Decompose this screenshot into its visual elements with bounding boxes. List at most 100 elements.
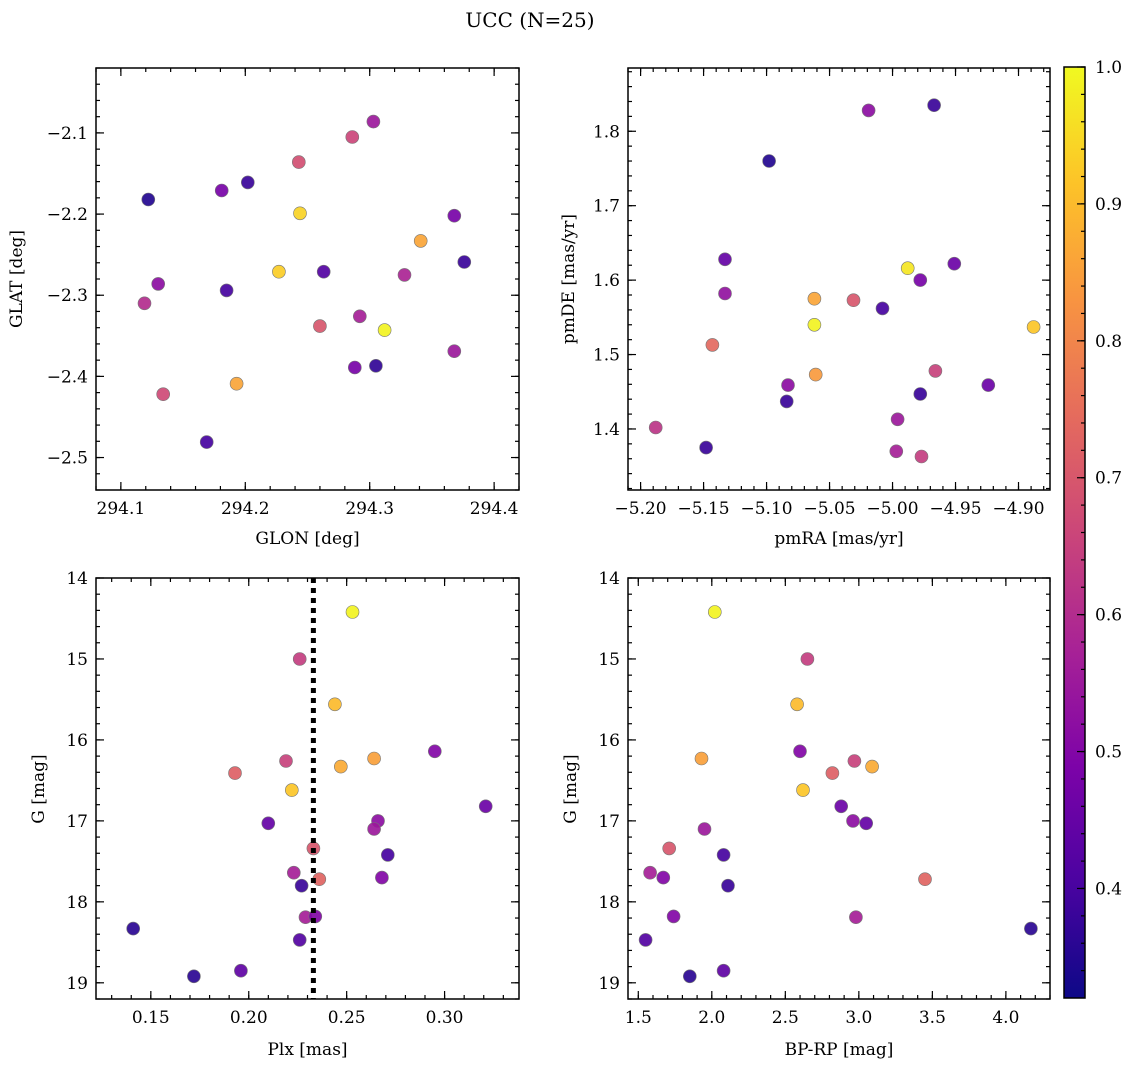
x-tick-label: 294.1 <box>97 499 146 519</box>
plot-frame <box>627 67 1051 491</box>
scatter-point <box>913 273 928 287</box>
x-tick-label: 0.15 <box>132 1008 170 1028</box>
x-tick-label: −5.20 <box>615 499 667 519</box>
x-tick-label: −5.05 <box>803 499 855 519</box>
scatter-point <box>807 291 822 306</box>
x-tick-label: 294.4 <box>470 499 519 519</box>
y-tick-label: 17 <box>66 812 88 832</box>
scatter-point <box>656 870 671 885</box>
scatter-point <box>313 319 327 333</box>
x-tick-label: 294.3 <box>345 499 394 519</box>
scatter-point <box>137 296 152 311</box>
y-tick-label: −2.2 <box>47 205 88 225</box>
scatter-point <box>643 865 657 880</box>
scatter-point <box>914 449 929 464</box>
y-tick-label: −2.4 <box>47 367 88 387</box>
x-axis-label: Plx [mas] <box>267 1040 347 1060</box>
x-tick-labels: −5.20 −5.15 −5.10 −5.05 −5.00 −4.95 −4.90 <box>615 499 1045 519</box>
y-tick-label: 1.7 <box>593 197 620 217</box>
y-tick-label: 14 <box>598 569 620 589</box>
x-tick-label: 1.5 <box>625 1008 652 1028</box>
y-tick-labels: 14 15 16 17 18 19 <box>598 569 620 994</box>
scatter-point <box>707 605 722 619</box>
scatter-point <box>284 783 299 797</box>
scatter-point <box>699 440 713 455</box>
x-tick-label: −4.90 <box>992 499 1044 519</box>
scatter-point <box>861 103 876 118</box>
tick-marks <box>96 577 519 1000</box>
scatter-point <box>781 378 795 392</box>
scatter-point <box>151 277 165 291</box>
plot-frame <box>95 577 520 1000</box>
scatter-point <box>721 878 735 893</box>
colorbar-tick-labels: 0.4 0.5 0.6 0.7 0.8 0.9 1.0 <box>1095 58 1122 899</box>
x-tick-label: −4.95 <box>929 499 981 519</box>
scatter-point <box>187 969 201 984</box>
scatter-point <box>328 697 342 712</box>
scatter-point <box>345 605 360 619</box>
x-tick-label: 0.30 <box>426 1008 464 1028</box>
scatter-point <box>889 444 904 459</box>
y-tick-label: −2.1 <box>47 124 88 144</box>
scatter-point <box>825 766 840 780</box>
scatter-point <box>718 252 732 267</box>
scatter-point <box>286 865 301 880</box>
scatter-point <box>367 751 381 766</box>
scatter-point <box>229 376 244 391</box>
scatter-point <box>241 175 255 190</box>
colorbar-tick-label: 0.6 <box>1095 606 1122 626</box>
colorbar-ticks <box>1077 66 1085 972</box>
scatter-point <box>796 783 810 797</box>
colorbar-gradient <box>1064 67 1085 998</box>
scatter-point <box>927 98 941 112</box>
scatter-point <box>447 344 462 359</box>
scatter-point <box>228 766 242 780</box>
scatter-point <box>293 206 307 221</box>
colorbar-tick-label: 0.4 <box>1095 879 1122 899</box>
scatter-point <box>913 387 928 401</box>
x-tick-label: 0.25 <box>328 1008 366 1028</box>
panel-glon-glat: 294.1 294.2 294.3 294.4 −2.5−2.4−2.3−2.2−2.… <box>7 67 520 549</box>
scatter-point <box>697 822 712 836</box>
colorbar-tick-label: 0.8 <box>1095 332 1122 352</box>
scatter-point <box>808 367 823 382</box>
y-tick-label: 15 <box>598 650 620 670</box>
scatter-point <box>662 841 677 856</box>
scatter-point <box>427 744 442 759</box>
scatter-point <box>141 192 156 207</box>
x-tick-label: 2.5 <box>772 1008 799 1028</box>
scatter-point <box>638 933 653 947</box>
scatter-point <box>716 963 731 978</box>
x-axis-label: GLON [deg] <box>255 529 359 549</box>
scatter-point <box>347 360 362 375</box>
scatter-point <box>352 309 367 324</box>
y-tick-label: 18 <box>598 893 620 913</box>
scatter-point <box>397 268 412 282</box>
scatter-point <box>846 293 861 308</box>
scatter-point <box>345 130 360 144</box>
scatter-point <box>366 114 381 129</box>
scatter-point <box>918 872 932 887</box>
scatter-point <box>846 814 860 828</box>
scatter-point <box>294 878 309 893</box>
scatter-point <box>793 744 807 759</box>
scatter-point <box>1024 921 1038 936</box>
scatter-point <box>928 364 943 378</box>
x-tick-label: 4.0 <box>992 1008 1019 1028</box>
scatter-point <box>447 208 462 223</box>
x-axis-label: BP-RP [mag] <box>785 1040 894 1060</box>
scatter-point <box>682 969 697 984</box>
panel-bprp-g: 1.5 2.0 2.5 3.0 3.5 4.0 14 15 16 17 18 19 BP-RP [m… <box>561 569 1051 1060</box>
scatter-point <box>875 301 890 316</box>
scatter-point <box>292 933 307 947</box>
scatter-point <box>705 338 720 352</box>
colorbar-tick-label: 0.9 <box>1095 195 1122 215</box>
scatter-points <box>126 578 493 999</box>
scatter-point <box>261 816 276 831</box>
scatter-point <box>457 255 472 269</box>
colorbar-tick-label: 1.0 <box>1095 58 1122 78</box>
x-axis-label: pmRA [mas/yr] <box>774 529 903 549</box>
scatter-point <box>234 963 248 978</box>
